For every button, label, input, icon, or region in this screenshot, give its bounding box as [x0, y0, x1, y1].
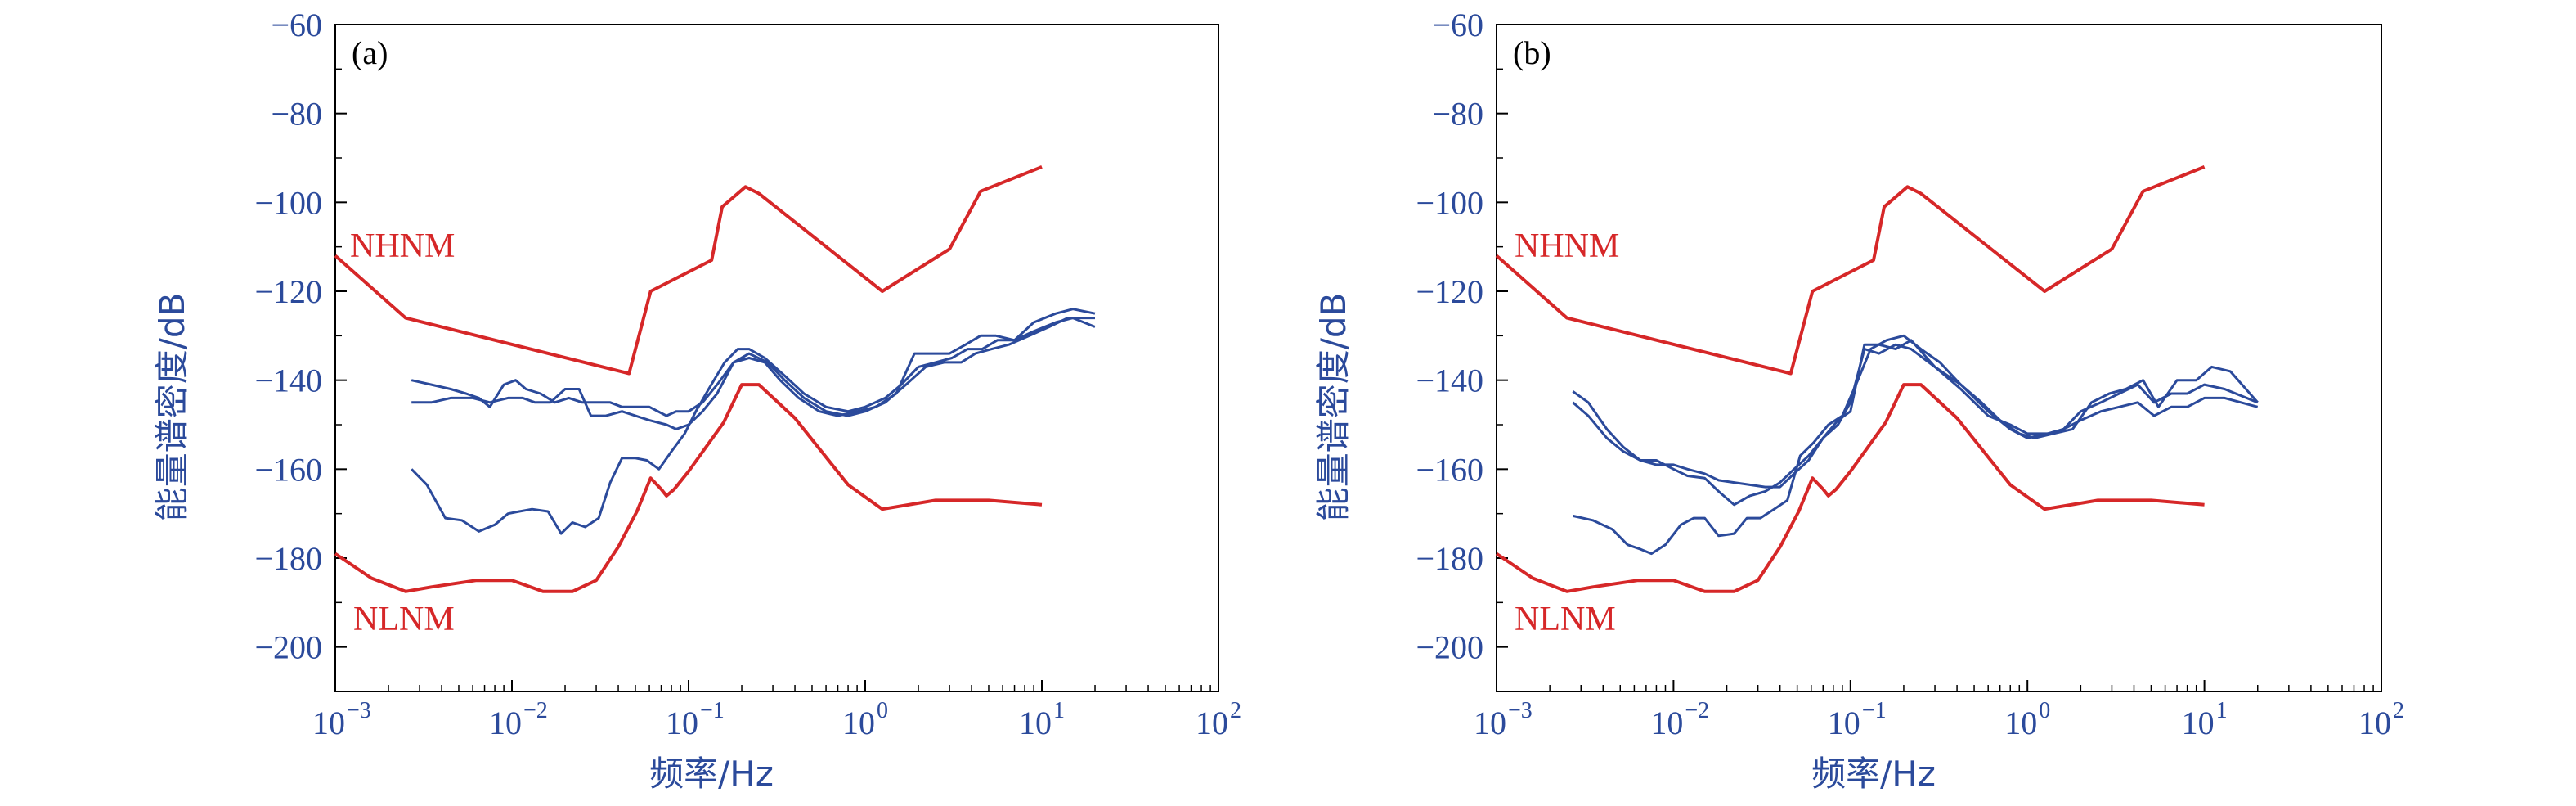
y-tick-label: −140	[1416, 362, 1483, 399]
nlnm-label: NLNM	[353, 601, 455, 638]
series-line-2	[1572, 343, 2259, 507]
nlnm-line	[1495, 383, 2205, 593]
x-tick-label: 10	[842, 705, 875, 741]
x-tick-exponent: 2	[2393, 698, 2404, 723]
x-tick-label: 10	[1828, 705, 1860, 741]
y-tick-label: −60	[271, 7, 322, 43]
x-tick-exponent: 1	[1053, 698, 1065, 723]
series-line-2	[411, 317, 1095, 417]
x-tick-label: 10	[2004, 705, 2037, 741]
y-tick-label: −140	[254, 362, 322, 399]
nlnm-label: NLNM	[1515, 601, 1616, 638]
nhnm-label: NHNM	[1515, 227, 1619, 265]
y-tick-label: −120	[254, 273, 322, 310]
plot-area-frame	[1496, 24, 2382, 692]
y-tick-label: −200	[1416, 629, 1483, 666]
nlnm-line	[334, 383, 1043, 593]
x-tick-exponent: 0	[877, 698, 888, 723]
y-tick-label: −60	[1432, 7, 1483, 43]
y-tick-label: −100	[1416, 184, 1483, 221]
series-line-1	[411, 308, 1096, 430]
nhnm-line	[334, 165, 1043, 376]
x-tick-label: 10	[489, 705, 522, 741]
x-tick-exponent: −1	[1862, 698, 1887, 723]
y-axis-title: 能量谱密度/dB	[152, 293, 192, 522]
y-tick-label: −80	[271, 96, 322, 133]
series-line-3	[411, 317, 1096, 535]
nhnm-line	[1495, 165, 2206, 376]
x-tick-exponent: −2	[523, 698, 548, 723]
y-tick-label: −180	[254, 540, 322, 577]
x-tick-label: 10	[1196, 705, 1228, 741]
x-axis-title: 频率/Hz	[1811, 754, 1936, 794]
x-tick-exponent: 2	[1230, 698, 1241, 723]
x-tick-label: 10	[1474, 705, 1506, 741]
x-tick-exponent: −3	[1508, 698, 1533, 723]
x-tick-exponent: −3	[347, 698, 371, 723]
x-tick-exponent: −2	[1685, 698, 1709, 723]
x-axis-title: 频率/Hz	[649, 754, 774, 794]
y-axis-title: 能量谱密度/dB	[1313, 293, 1353, 522]
x-tick-exponent: 0	[2039, 698, 2050, 723]
y-tick-label: −120	[1416, 273, 1483, 310]
x-tick-exponent: −1	[700, 698, 725, 723]
x-tick-label: 10	[312, 705, 345, 741]
y-tick-label: −80	[1432, 96, 1483, 133]
x-tick-exponent: 1	[2216, 698, 2228, 723]
y-tick-label: −160	[1416, 451, 1483, 488]
x-tick-label: 10	[1650, 705, 1683, 741]
x-tick-label: 10	[2182, 705, 2215, 741]
y-tick-label: −180	[1416, 540, 1483, 577]
x-tick-label: 10	[2358, 705, 2391, 741]
y-tick-label: −200	[254, 629, 322, 666]
plot-area-frame	[334, 24, 1219, 692]
y-tick-label: −160	[254, 451, 322, 488]
x-tick-label: 10	[666, 705, 698, 741]
series-line-1	[1572, 339, 2259, 489]
x-tick-label: 10	[1019, 705, 1052, 741]
nhnm-label: NHNM	[350, 227, 455, 265]
panel-label: (b)	[1513, 34, 1551, 71]
y-tick-label: −100	[254, 184, 322, 221]
panel-label: (a)	[352, 34, 388, 71]
series-line-3	[1572, 334, 2259, 556]
